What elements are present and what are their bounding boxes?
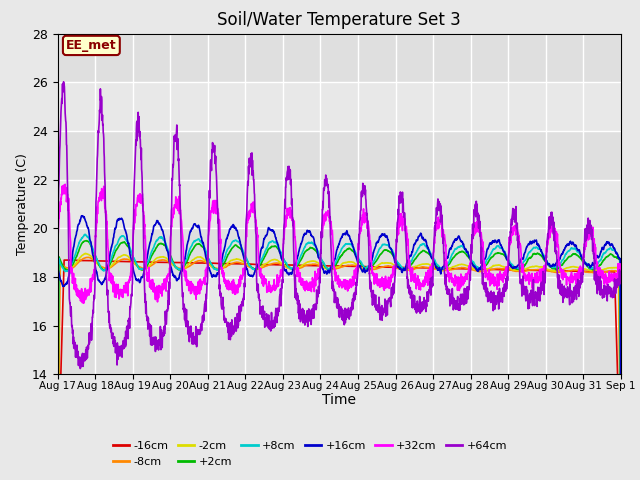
- Bar: [58, 228, 621, 277]
- -2cm: [356, 264, 364, 270]
- -16cm: [568, 268, 575, 274]
- +16cm: [617, 438, 625, 444]
- +8cm: [356, 258, 364, 264]
- -2cm: [211, 265, 219, 271]
- -2cm: [617, 475, 625, 480]
- Bar: [58, 131, 621, 180]
- +16cm: [568, 240, 575, 246]
- -16cm: [583, 268, 591, 274]
- +64cm: [60, 79, 67, 84]
- -16cm: [211, 261, 219, 266]
- +2cm: [503, 257, 511, 263]
- +32cm: [504, 269, 511, 275]
- Bar: [58, 34, 621, 82]
- -8cm: [568, 268, 575, 274]
- -8cm: [617, 468, 625, 474]
- Line: +2cm: +2cm: [58, 240, 621, 480]
- +16cm: [54, 444, 61, 450]
- -2cm: [583, 267, 591, 273]
- +8cm: [211, 266, 219, 272]
- -8cm: [503, 266, 511, 272]
- +16cm: [368, 257, 376, 263]
- Line: -16cm: -16cm: [58, 260, 621, 480]
- +32cm: [61, 181, 69, 187]
- X-axis label: Time: Time: [322, 394, 356, 408]
- +2cm: [617, 439, 625, 445]
- -2cm: [568, 264, 575, 270]
- +32cm: [583, 225, 591, 231]
- +16cm: [211, 273, 219, 279]
- Line: +16cm: +16cm: [58, 216, 621, 447]
- +2cm: [368, 264, 376, 270]
- +8cm: [503, 254, 511, 260]
- -16cm: [356, 264, 364, 269]
- +2cm: [568, 253, 575, 259]
- Bar: [58, 326, 621, 374]
- +32cm: [617, 262, 625, 267]
- +64cm: [568, 293, 575, 299]
- +64cm: [504, 274, 511, 279]
- +64cm: [356, 217, 364, 223]
- +64cm: [617, 269, 625, 275]
- +8cm: [368, 262, 376, 267]
- +16cm: [356, 263, 364, 268]
- -16cm: [368, 264, 376, 270]
- +32cm: [211, 203, 219, 208]
- +64cm: [76, 366, 84, 372]
- -16cm: [503, 267, 511, 273]
- +2cm: [211, 266, 219, 272]
- -2cm: [81, 251, 89, 256]
- +16cm: [503, 257, 511, 263]
- +2cm: [583, 263, 591, 268]
- -16cm: [63, 257, 71, 263]
- +64cm: [54, 270, 61, 276]
- Y-axis label: Temperature (C): Temperature (C): [16, 153, 29, 255]
- +2cm: [356, 259, 364, 265]
- +8cm: [617, 428, 625, 433]
- -2cm: [503, 265, 511, 271]
- +16cm: [583, 263, 591, 269]
- +8cm: [583, 261, 591, 266]
- -2cm: [368, 266, 376, 272]
- Legend: -16cm, -8cm, -2cm, +2cm, +8cm, +16cm, +32cm, +64cm: -16cm, -8cm, -2cm, +2cm, +8cm, +16cm, +3…: [108, 437, 511, 471]
- -8cm: [356, 264, 364, 270]
- -8cm: [583, 269, 591, 275]
- +32cm: [54, 245, 61, 251]
- Line: -2cm: -2cm: [58, 253, 621, 478]
- Line: +64cm: +64cm: [58, 82, 621, 369]
- +2cm: [82, 238, 90, 243]
- Line: +8cm: +8cm: [58, 234, 621, 480]
- +16cm: [78, 213, 86, 218]
- -8cm: [368, 267, 376, 273]
- +64cm: [211, 161, 219, 167]
- +32cm: [568, 270, 575, 276]
- +64cm: [583, 233, 591, 239]
- Title: Soil/Water Temperature Set 3: Soil/Water Temperature Set 3: [218, 11, 461, 29]
- +32cm: [356, 227, 364, 232]
- +64cm: [369, 289, 376, 295]
- -8cm: [211, 265, 219, 271]
- -8cm: [84, 254, 92, 260]
- Line: -8cm: -8cm: [58, 257, 621, 480]
- +32cm: [369, 267, 376, 273]
- Line: +32cm: +32cm: [58, 184, 621, 303]
- +8cm: [82, 231, 90, 237]
- +32cm: [80, 300, 88, 306]
- Text: EE_met: EE_met: [66, 39, 116, 52]
- -2cm: [54, 470, 61, 476]
- +8cm: [568, 245, 575, 251]
